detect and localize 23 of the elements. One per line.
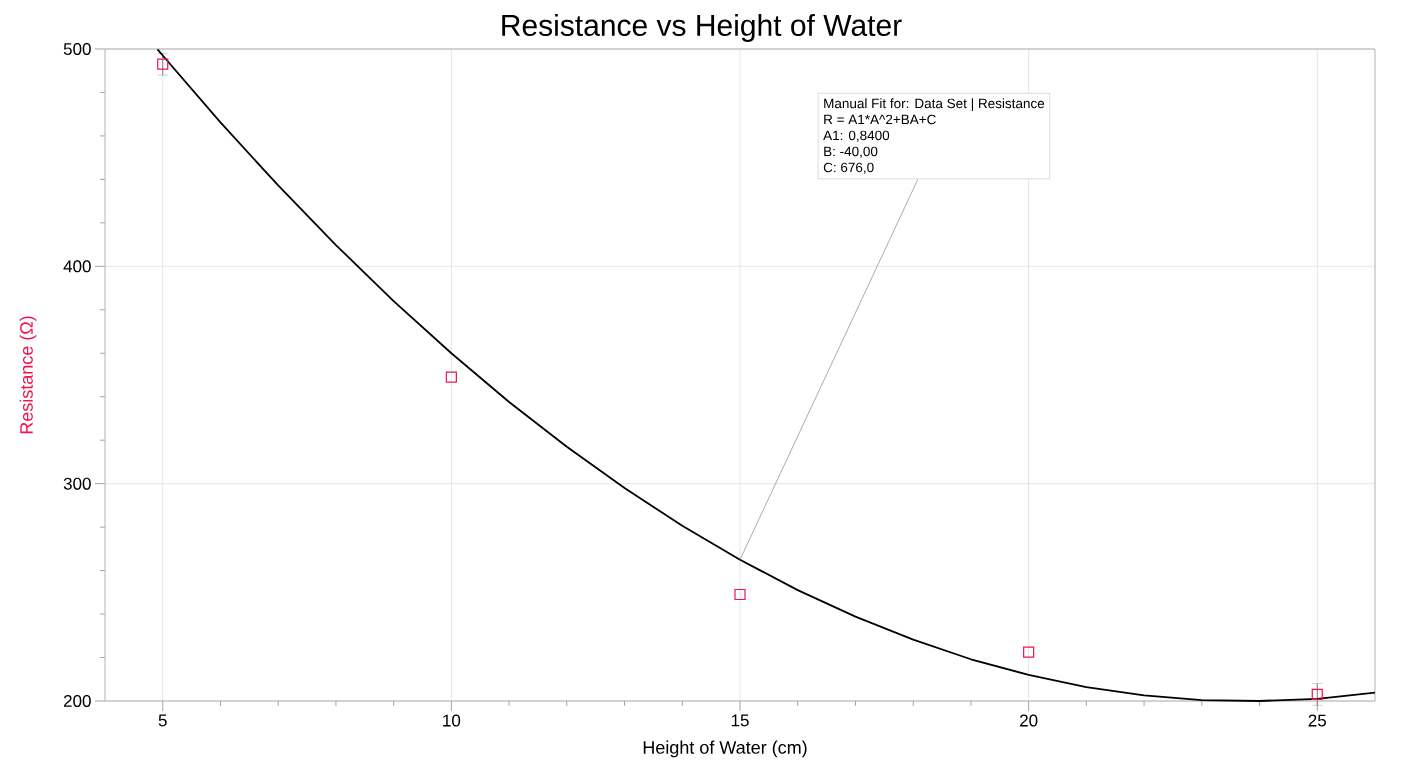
point — [1311, 688, 1323, 701]
point — [734, 588, 746, 601]
y-tick-label: 400 — [63, 260, 91, 273]
annotation: Manual Fit for: Data Set | Resistance — [824, 98, 1045, 111]
y-tick-label: 300 — [63, 477, 91, 490]
x-axis-title: Height of Water (cm) — [643, 740, 807, 758]
point — [445, 371, 457, 383]
x-tick-label: 25 — [1308, 714, 1326, 727]
annotation: B: -40,00 — [824, 146, 878, 158]
annotation: R = A1*A^2+BA+C — [824, 114, 936, 125]
annotation: A1: 0,8400 — [823, 130, 890, 142]
x-tick-label: 5 — [158, 714, 167, 727]
annotation: C: 676,0 — [823, 162, 874, 174]
chart-title: Resistance vs Height of Water — [502, 14, 902, 42]
point — [157, 58, 169, 70]
line-series — [156, 48, 1376, 702]
y-tick-label: 500 — [63, 42, 91, 56]
x-tick-label: 20 — [1020, 714, 1038, 727]
y-axis-title: Resistance (Ω) — [19, 316, 37, 434]
point — [1023, 646, 1035, 658]
y-tick-label: 200 — [63, 694, 91, 708]
x-tick-label: 10 — [443, 714, 461, 727]
x-tick-label: 15 — [731, 714, 749, 727]
